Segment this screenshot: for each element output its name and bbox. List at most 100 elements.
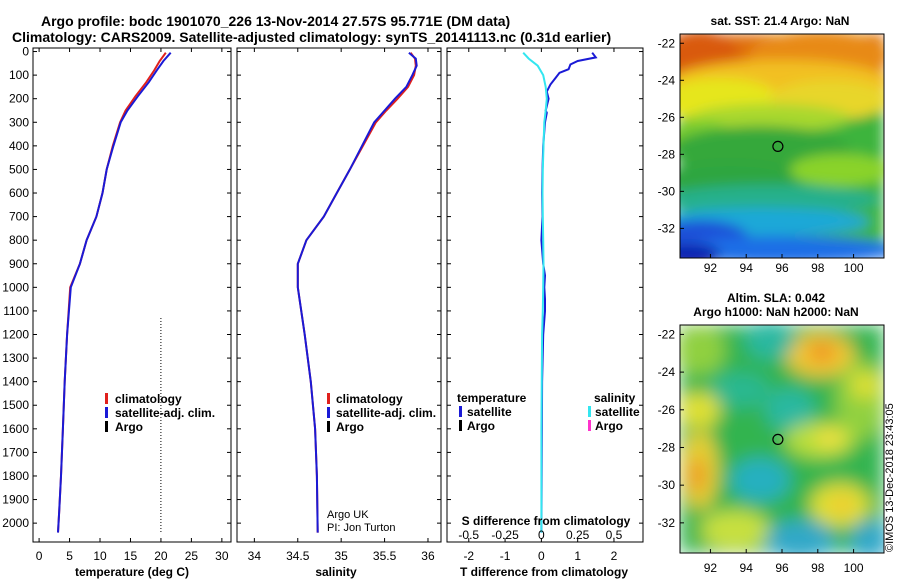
legend-s-argo-swatch [588,420,591,431]
x-tick-label: 15 [124,549,138,563]
legend-s-satellite-label: satellite [595,405,640,419]
sst-map-title: sat. SST: 21.4 Argo: NaN [711,14,850,28]
series-climatology [57,52,167,533]
x-tick-label: 10 [93,549,107,563]
x-tick-label: 20 [154,549,168,563]
depth-tick-label: 1800 [2,469,29,483]
map-lon-label: 94 [740,561,754,575]
difference-legend: temperature satellite Argo salinity sate… [457,391,640,433]
salinity-lines [296,51,418,533]
legend-climatology-label: climatology [115,392,182,406]
depth-tick-label: 1400 [2,375,29,389]
series-satellite-adj-clim- [296,51,418,533]
x-tick-label: 34.5 [286,549,310,563]
map-ticks: 92 94 96 98 100 -22 -24 -26 -28 -30 -32 92 94 96 98 100… [658,36,864,575]
legend-t-satellite-label: satellite [467,405,512,419]
map-lon-label: 100 [844,261,864,275]
sst-profile-marker [772,140,784,152]
depth-tick-label: 200 [9,92,29,106]
depth-tick-label: 2000 [2,516,29,530]
x-tick-label: -2 [463,549,474,563]
temperature-legend: climatology satellite-adj. clim. Argo [105,392,215,434]
series-satellite-adj-clim- [57,52,172,533]
series-temperature-satellite [540,52,598,533]
x-ticks: 0 5 10 15 20 25 30 34 34.5 35 35.5 36 -2 -1 0 1 2 -0.5 -0.… [36,48,623,563]
depth-tick-label: 1100 [3,304,29,318]
legend-t-argo-label: Argo [467,419,495,433]
x-tick-label: 5 [66,549,73,563]
legend-argo-label: Argo [115,420,143,434]
legend-satellite-swatch [105,407,108,418]
map-lon-label: 100 [844,561,864,575]
sla-profile-marker [772,433,784,445]
legend-argo-swatch [327,421,330,432]
legend-climatology-swatch [105,393,108,404]
temperature-xlabel: temperature (deg C) [75,565,189,579]
map-lon-label: 92 [704,561,718,575]
x-tick-label: 0 [538,549,545,563]
map-lat-label: -26 [658,110,676,124]
legend-climatology-label: climatology [336,392,403,406]
legend-salinity-title: salinity [594,391,636,405]
depth-tick-label: 400 [9,139,29,153]
top-x-tick-label: -0.25 [491,528,519,542]
map-lon-label: 96 [775,561,789,575]
map-lat-label: -32 [658,221,676,235]
imos-credit: ©IMOS 13-Dec-2018 23:43:05 [884,403,896,552]
legend-satellite-label: satellite-adj. clim. [115,406,215,420]
map-lat-label: -26 [658,403,676,417]
depth-ticks: 0 100 200 300 400 500 600 700 800 900 1000 1100 1200… [2,45,643,530]
depth-tick-label: 1700 [2,445,29,459]
principal-investigator: PI: Jon Turton [327,522,395,534]
x-tick-label: 25 [185,549,199,563]
legend-climatology-swatch [327,393,330,404]
x-tick-label: 35.5 [373,549,397,563]
depth-tick-label: 300 [9,115,29,129]
legend-satellite-swatch [327,407,330,418]
x-tick-label: 0 [36,549,43,563]
x-tick-label: -1 [500,549,511,563]
map-lon-label: 96 [775,261,789,275]
top-x-tick-label: -0.5 [458,528,479,542]
sst-heatmap [680,34,884,258]
map-lat-label: -24 [658,73,676,87]
difference-top-xlabel: S difference from climatology [462,514,631,528]
depth-tick-label: 1000 [2,280,29,294]
map-lat-label: -22 [658,327,676,341]
salinity-axes [236,47,442,543]
top-x-tick-label: 0.5 [606,528,623,542]
map-lat-label: -28 [658,147,676,161]
salinity-xlabel: salinity [315,565,357,579]
x-tick-label: 2 [611,549,618,563]
depth-tick-label: 800 [9,233,29,247]
title-line1: Argo profile: bodc 1901070_226 13-Nov-20… [41,13,510,29]
depth-tick-label: 1600 [2,422,29,436]
salinity-legend: climatology satellite-adj. clim. Argo [327,392,436,434]
map-lon-label: 98 [811,261,825,275]
legend-temperature-title: temperature [457,391,527,405]
depth-tick-label: 1300 [2,351,29,365]
sla-map-title-line2: Argo h1000: NaN h2000: NaN [693,305,858,319]
map-lat-label: -32 [658,516,676,530]
map-lat-label: -30 [658,184,676,198]
map-lat-label: -24 [658,365,676,379]
depth-tick-label: 500 [9,162,29,176]
map-lat-label: -28 [658,440,676,454]
legend-t-argo-swatch [459,420,462,431]
data-owner: Argo UK [327,509,369,521]
legend-argo-label: Argo [336,420,364,434]
depth-tick-label: 700 [9,210,29,224]
title-line2: Climatology: CARS2009. Satellite-adjuste… [12,29,611,45]
x-tick-label: 30 [215,549,229,563]
depth-tick-label: 1900 [2,493,29,507]
temperature-axes [32,47,232,543]
depth-tick-label: 900 [9,257,29,271]
top-x-tick-label: 0.25 [566,528,590,542]
depth-tick-label: 100 [9,68,29,82]
map-lat-label: -30 [658,478,676,492]
map-lon-label: 92 [704,261,718,275]
x-tick-label: 1 [574,549,581,563]
legend-s-argo-label: Argo [595,419,623,433]
legend-s-satellite-swatch [588,406,591,417]
